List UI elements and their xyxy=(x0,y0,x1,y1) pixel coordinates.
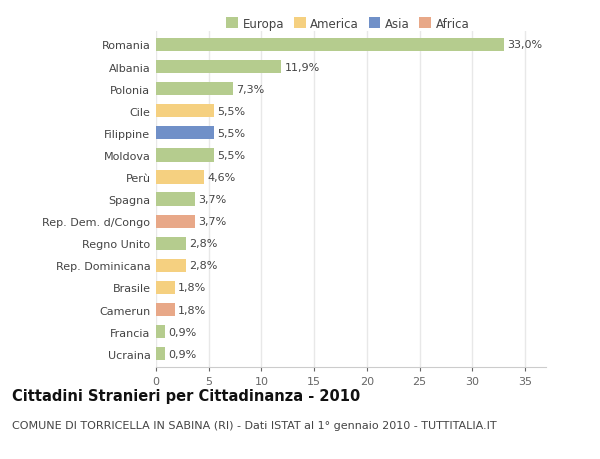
Bar xyxy=(156,149,214,162)
Bar xyxy=(156,39,504,52)
Bar xyxy=(156,171,205,184)
Bar xyxy=(156,303,175,317)
Text: 3,7%: 3,7% xyxy=(198,217,226,227)
Bar xyxy=(156,281,175,295)
Bar xyxy=(156,325,166,339)
Text: 1,8%: 1,8% xyxy=(178,283,206,293)
Text: COMUNE DI TORRICELLA IN SABINA (RI) - Dati ISTAT al 1° gennaio 2010 - TUTTITALIA: COMUNE DI TORRICELLA IN SABINA (RI) - Da… xyxy=(12,420,497,430)
Bar xyxy=(156,259,185,272)
Bar xyxy=(156,193,195,206)
Text: 33,0%: 33,0% xyxy=(507,40,542,50)
Text: 2,8%: 2,8% xyxy=(188,239,217,249)
Text: 0,9%: 0,9% xyxy=(169,349,197,359)
Text: 11,9%: 11,9% xyxy=(284,62,320,73)
Text: 3,7%: 3,7% xyxy=(198,195,226,205)
Text: Cittadini Stranieri per Cittadinanza - 2010: Cittadini Stranieri per Cittadinanza - 2… xyxy=(12,388,360,403)
Bar xyxy=(156,83,233,96)
Bar xyxy=(156,127,214,140)
Text: 5,5%: 5,5% xyxy=(217,106,245,117)
Text: 1,8%: 1,8% xyxy=(178,305,206,315)
Text: 5,5%: 5,5% xyxy=(217,151,245,161)
Bar xyxy=(156,215,195,228)
Bar xyxy=(156,61,281,74)
Text: 0,9%: 0,9% xyxy=(169,327,197,337)
Text: 7,3%: 7,3% xyxy=(236,84,265,95)
Bar xyxy=(156,237,185,250)
Text: 5,5%: 5,5% xyxy=(217,129,245,139)
Text: 4,6%: 4,6% xyxy=(208,173,236,183)
Text: 2,8%: 2,8% xyxy=(188,261,217,271)
Bar xyxy=(156,105,214,118)
Bar xyxy=(156,347,166,361)
Legend: Europa, America, Asia, Africa: Europa, America, Asia, Africa xyxy=(221,13,475,35)
